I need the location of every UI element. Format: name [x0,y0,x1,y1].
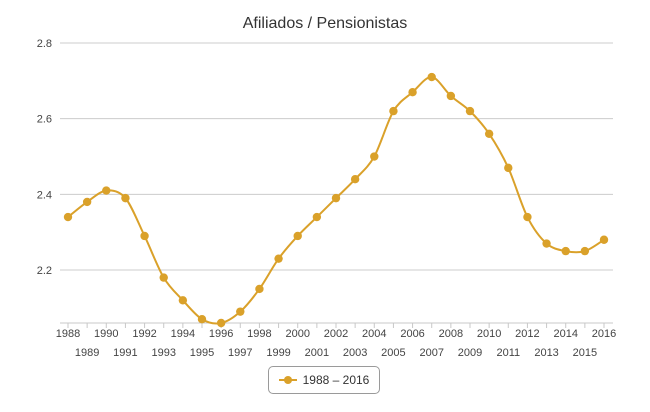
data-point-2010[interactable] [484,129,494,139]
y-axis-ticks: 2.2 2.4 2.6 2.8 [37,38,52,277]
x-tick-label: 2007 [419,347,443,359]
x-tick-label: 2000 [285,328,309,340]
x-tick-label: 1991 [113,347,137,359]
x-tick-label: 2012 [515,328,539,340]
data-point-1995[interactable] [197,315,207,324]
data-point-1997[interactable] [236,307,245,316]
data-point-2012[interactable] [523,212,532,222]
x-tick-label: 2010 [477,328,501,340]
x-tick-label: 2015 [573,347,597,359]
data-point-2003[interactable] [350,175,360,184]
data-point-1989[interactable] [82,197,92,207]
y-tick-label: 2.6 [37,114,52,126]
data-point-1990[interactable] [102,186,111,195]
data-point-2001[interactable] [312,212,322,222]
data-point-1993[interactable] [159,273,168,282]
x-tick-label: 1997 [228,347,252,359]
x-tick-label: 1993 [151,347,175,359]
x-tick-label: 1994 [171,328,195,340]
y-tick-label: 2.8 [37,38,52,50]
data-point-1996[interactable] [216,318,226,328]
legend-label: 1988 – 2016 [302,373,370,387]
x-tick-label: 2013 [534,347,558,359]
data-point-1991[interactable] [121,193,130,203]
x-tick-label: 2011 [496,347,520,359]
data-point-2000[interactable] [293,231,302,241]
x-tick-label: 2006 [400,328,424,340]
data-point-2002[interactable] [331,193,341,203]
x-tick-label: 1999 [266,347,290,359]
series-layer [63,72,609,328]
x-tick-label: 1992 [132,328,156,340]
data-point-1988[interactable] [63,212,73,222]
x-tick-label: 1990 [94,328,118,340]
data-point-2007[interactable] [427,72,436,82]
data-point-2006[interactable] [408,87,417,97]
x-tick-label: 2016 [592,328,616,340]
data-point-2004[interactable] [370,152,379,161]
data-point-2016[interactable] [599,235,609,244]
x-tick-label: 2008 [439,328,463,340]
data-point-2011[interactable] [504,163,513,173]
grid-lines [60,42,613,271]
chart-title: Afiliados / Pensionistas [243,15,408,32]
legend-marker-icon [278,375,297,385]
y-tick-label: 2.4 [37,189,52,201]
data-point-2008[interactable] [446,91,456,101]
data-point-1992[interactable] [140,231,149,241]
data-point-2013[interactable] [542,239,551,248]
legend-item[interactable]: 1988 – 2016 [268,366,380,394]
data-point-1998[interactable] [255,284,264,294]
x-tick-label: 2004 [362,328,386,340]
data-point-1999[interactable] [274,254,283,263]
x-tick-label: 2003 [343,347,367,359]
x-tick-label: 2014 [553,328,577,340]
data-point-2009[interactable] [465,106,475,116]
x-tick-label: 1989 [75,347,99,359]
x-tick-label: 1995 [190,347,214,359]
x-axis: 1988 1989 1990 1991 1992 1993 1994 1995 1996 1997… [56,322,616,359]
x-tick-label: 1996 [209,328,233,340]
data-point-2005[interactable] [389,106,398,116]
x-tick-label: 2009 [458,347,482,359]
x-tick-label: 1998 [247,328,271,340]
y-tick-label: 2.2 [37,265,52,277]
x-tick-label: 1988 [56,328,80,340]
x-tick-label: 2005 [381,347,405,359]
data-point-1994[interactable] [178,296,188,305]
data-point-2014[interactable] [561,246,570,256]
x-tick-label: 2001 [305,347,329,359]
x-tick-label: 2002 [324,328,348,340]
data-point-2015[interactable] [580,246,590,256]
